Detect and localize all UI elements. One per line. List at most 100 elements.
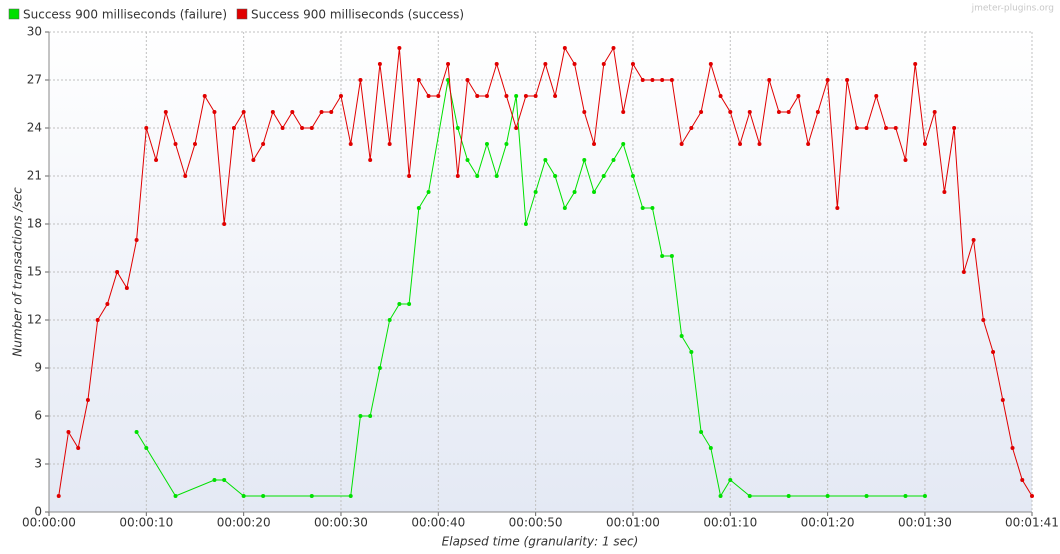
data-point <box>241 494 246 498</box>
data-point <box>465 158 470 162</box>
data-point <box>455 126 460 130</box>
data-point <box>85 398 90 402</box>
data-point <box>708 446 713 450</box>
x-tick-label: 00:01:00 <box>606 516 660 530</box>
data-point <box>134 238 139 242</box>
legend-label: Success 900 milliseconds (failure) <box>23 8 227 22</box>
data-point <box>592 190 597 194</box>
data-point <box>640 78 645 82</box>
data-point <box>173 142 178 146</box>
plot-area <box>49 32 1032 512</box>
data-point <box>202 94 207 98</box>
x-tick-label: 00:01:41 <box>1005 516 1059 530</box>
data-point <box>504 94 509 98</box>
data-point <box>845 78 850 82</box>
data-point <box>407 174 412 178</box>
data-point <box>154 158 159 162</box>
y-tick-label: 3 <box>34 457 42 471</box>
data-point <box>660 254 665 258</box>
data-point <box>514 94 519 98</box>
data-point <box>747 110 752 114</box>
data-point <box>728 478 733 482</box>
data-point <box>514 126 519 130</box>
data-point <box>377 366 382 370</box>
data-point <box>630 174 635 178</box>
data-point <box>368 414 373 418</box>
x-tick-label: 00:00:20 <box>217 516 271 530</box>
data-point <box>650 78 655 82</box>
data-point <box>776 110 781 114</box>
data-point <box>251 158 256 162</box>
y-tick-label: 15 <box>27 265 42 279</box>
data-point <box>358 414 363 418</box>
y-tick-label: 6 <box>34 409 42 423</box>
data-point <box>377 62 382 66</box>
data-point <box>348 142 353 146</box>
data-point <box>806 142 811 146</box>
x-tick-label: 00:00:30 <box>314 516 368 530</box>
data-point <box>484 94 489 98</box>
data-point <box>319 110 324 114</box>
x-tick-label: 00:00:00 <box>22 516 76 530</box>
data-point <box>922 494 927 498</box>
data-point <box>592 142 597 146</box>
data-point <box>562 46 567 50</box>
x-tick-label: 00:01:20 <box>801 516 855 530</box>
data-point <box>475 94 480 98</box>
data-point <box>416 206 421 210</box>
data-point <box>572 62 577 66</box>
data-point <box>475 174 480 178</box>
data-point <box>222 478 227 482</box>
data-point <box>290 110 295 114</box>
data-point <box>767 78 772 82</box>
data-point <box>115 270 120 274</box>
data-point <box>397 46 402 50</box>
data-point <box>611 158 616 162</box>
data-point <box>669 254 674 258</box>
data-point <box>728 110 733 114</box>
data-point <box>368 158 373 162</box>
data-point <box>942 190 947 194</box>
data-point <box>611 46 616 50</box>
data-point <box>582 158 587 162</box>
data-point <box>348 494 353 498</box>
data-point <box>903 158 908 162</box>
data-point <box>212 110 217 114</box>
data-point <box>562 206 567 210</box>
data-point <box>699 110 704 114</box>
data-point <box>397 302 402 306</box>
data-point <box>407 302 412 306</box>
data-point <box>835 206 840 210</box>
x-axis-label: Elapsed time (granularity: 1 sec) <box>442 535 639 549</box>
data-point <box>309 494 314 498</box>
data-point <box>660 78 665 82</box>
data-point <box>543 62 548 66</box>
data-point <box>874 94 879 98</box>
data-point <box>270 110 275 114</box>
data-point <box>796 94 801 98</box>
data-point <box>708 62 713 66</box>
data-point <box>523 222 528 226</box>
data-point <box>718 494 723 498</box>
data-point <box>222 222 227 226</box>
data-point <box>300 126 305 130</box>
data-point <box>436 94 441 98</box>
data-point <box>241 110 246 114</box>
y-tick-label: 27 <box>27 73 42 87</box>
data-point <box>786 110 791 114</box>
y-tick-label: 9 <box>34 361 42 375</box>
data-point <box>144 446 149 450</box>
data-point <box>261 142 266 146</box>
data-point <box>699 430 704 434</box>
data-point <box>815 110 820 114</box>
data-point <box>601 62 606 66</box>
data-point <box>747 494 752 498</box>
data-point <box>572 190 577 194</box>
data-point <box>338 94 343 98</box>
x-tick-label: 00:00:40 <box>411 516 465 530</box>
data-point <box>533 94 538 98</box>
data-point <box>533 190 538 194</box>
data-point <box>504 142 509 146</box>
data-point <box>231 126 236 130</box>
